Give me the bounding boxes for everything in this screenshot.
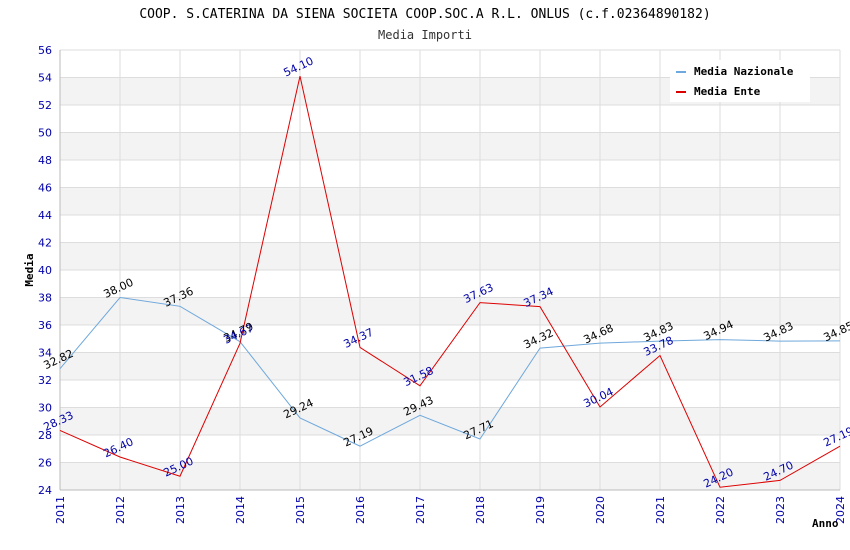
x-tick-label: 2014 bbox=[234, 496, 247, 524]
y-tick-label: 30 bbox=[38, 402, 52, 415]
x-tick-label: 2021 bbox=[654, 496, 667, 524]
plot-band bbox=[60, 160, 840, 188]
x-tick-label: 2017 bbox=[414, 496, 427, 524]
x-axis-ticks: 2011 2012 2013 2014 2015 2016 2017 2018 2019 2020… bbox=[54, 496, 847, 524]
chart-title: COOP. S.CATERINA DA SIENA SOCIETA COOP.S… bbox=[139, 7, 710, 22]
y-tick-label: 28 bbox=[38, 429, 52, 442]
plot-band bbox=[60, 462, 840, 490]
y-tick-label: 34 bbox=[38, 347, 52, 360]
y-tick-label: 26 bbox=[38, 457, 52, 470]
plot-band bbox=[60, 187, 840, 215]
plot-band bbox=[60, 407, 840, 435]
gridlines bbox=[59, 49, 841, 491]
y-tick-label: 56 bbox=[38, 44, 52, 57]
x-tick-label: 2023 bbox=[774, 496, 787, 524]
y-axis-label: Media bbox=[23, 253, 36, 286]
x-tick-label: 2019 bbox=[534, 496, 547, 524]
y-tick-label: 42 bbox=[38, 237, 52, 250]
y-tick-label: 44 bbox=[38, 209, 52, 222]
y-tick-label: 54 bbox=[38, 72, 52, 85]
plot-band bbox=[60, 105, 840, 133]
y-tick-label: 32 bbox=[38, 374, 52, 387]
plot-band bbox=[60, 297, 840, 325]
y-tick-label: 40 bbox=[38, 264, 52, 277]
x-tick-label: 2011 bbox=[54, 496, 67, 524]
plot-background-bands bbox=[60, 50, 840, 490]
legend: Media Nazionale Media Ente bbox=[670, 60, 810, 102]
series-line-media-ente bbox=[59, 76, 841, 488]
axes bbox=[59, 50, 840, 491]
x-tick-label: 2015 bbox=[294, 496, 307, 524]
plot-band bbox=[60, 435, 840, 463]
chart-subtitle: Media Importi bbox=[378, 28, 472, 42]
x-tick-label: 2020 bbox=[594, 496, 607, 524]
y-tick-label: 38 bbox=[38, 292, 52, 305]
x-tick-label: 2024 bbox=[834, 496, 847, 524]
x-axis-label: Anno bbox=[812, 517, 839, 530]
x-tick-label: 2022 bbox=[714, 496, 727, 524]
plot-band bbox=[60, 215, 840, 243]
legend-label-media-ente: Media Ente bbox=[694, 85, 761, 98]
x-tick-label: 2012 bbox=[114, 496, 127, 524]
plot-band bbox=[60, 352, 840, 380]
y-tick-label: 46 bbox=[38, 182, 52, 195]
y-axis-ticks: 24 26 28 30 32 34 36 38 40 42 44 46 48 50 52 54 56 bbox=[38, 44, 52, 497]
plot-band bbox=[60, 132, 840, 160]
series-lines bbox=[59, 76, 841, 488]
x-tick-label: 2018 bbox=[474, 496, 487, 524]
x-tick-label: 2013 bbox=[174, 496, 187, 524]
plot-band bbox=[60, 270, 840, 298]
y-tick-label: 50 bbox=[38, 127, 52, 140]
x-tick-label: 2016 bbox=[354, 496, 367, 524]
series-line-media-nazionale bbox=[59, 296, 841, 447]
y-tick-label: 52 bbox=[38, 99, 52, 112]
legend-label-media-nazionale: Media Nazionale bbox=[694, 65, 794, 78]
plot-band bbox=[60, 325, 840, 353]
plot-band bbox=[60, 380, 840, 408]
plot-band bbox=[60, 242, 840, 270]
y-tick-label: 24 bbox=[38, 484, 52, 497]
y-tick-label: 36 bbox=[38, 319, 52, 332]
legend-box bbox=[670, 60, 810, 102]
y-tick-label: 48 bbox=[38, 154, 52, 167]
